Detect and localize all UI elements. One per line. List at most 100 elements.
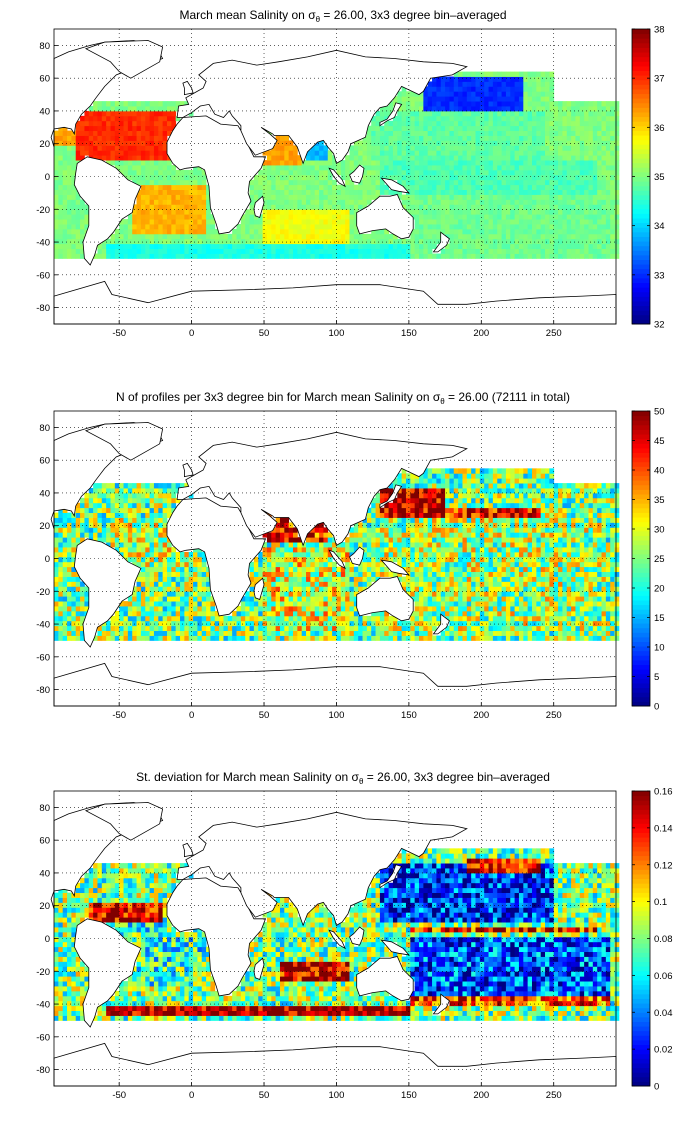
- data-cell: [201, 199, 207, 205]
- data-cell: [575, 165, 581, 171]
- data-cell: [158, 165, 164, 171]
- data-cell: [127, 228, 133, 235]
- data-cell: [171, 253, 177, 259]
- data-cell: [54, 155, 59, 161]
- data-cell: [358, 576, 363, 582]
- data-cell: [136, 591, 142, 597]
- data-cell: [319, 160, 324, 166]
- data-cell: [110, 243, 116, 250]
- data-cell: [445, 586, 450, 592]
- data-cell: [210, 224, 216, 230]
- data-cell: [67, 601, 72, 607]
- colorbar-segment: [632, 254, 650, 260]
- data-cell: [510, 184, 516, 191]
- data-cell: [505, 596, 511, 602]
- data-cell: [423, 610, 429, 617]
- data-cell: [536, 238, 542, 245]
- data-cell: [58, 581, 64, 587]
- data-cell: [279, 155, 285, 161]
- data-cell: [453, 606, 459, 612]
- data-cell: [71, 140, 77, 146]
- data-cell: [201, 601, 207, 607]
- data-cell: [484, 204, 489, 210]
- data-cell: [71, 174, 77, 181]
- y-tick-label: 0: [45, 172, 50, 183]
- data-cell: [579, 219, 585, 225]
- data-cell: [571, 228, 576, 235]
- data-cell: [553, 625, 559, 632]
- data-cell: [358, 204, 363, 210]
- data-cell: [332, 606, 337, 612]
- data-cell: [162, 140, 168, 146]
- data-cell: [375, 625, 381, 632]
- data-cell: [84, 596, 90, 602]
- data-cell: [523, 228, 529, 235]
- data-cell: [592, 160, 598, 166]
- data-cell: [471, 224, 476, 230]
- data-cell: [610, 248, 615, 254]
- data-cell: [410, 184, 416, 191]
- data-cell: [71, 596, 77, 602]
- data-cell: [462, 238, 468, 245]
- data-cell: [453, 620, 459, 627]
- data-cell: [249, 228, 255, 235]
- data-cell: [266, 620, 272, 627]
- data-cell: [479, 81, 485, 87]
- data-cell: [297, 591, 303, 597]
- colorbar-segment: [632, 296, 650, 302]
- data-cell: [505, 209, 511, 215]
- data-cell: [397, 110, 403, 117]
- data-cell: [566, 106, 572, 112]
- data-cell: [462, 625, 468, 632]
- data-cell: [527, 135, 533, 141]
- data-cell: [227, 615, 233, 622]
- data-cell: [288, 179, 294, 186]
- data-cell: [149, 130, 155, 136]
- data-cell: [575, 635, 581, 641]
- data-cell: [414, 199, 420, 205]
- data-cell: [588, 601, 594, 607]
- data-cell: [353, 591, 359, 597]
- data-cell: [466, 194, 472, 200]
- data-cell: [510, 125, 516, 132]
- data-cell: [566, 184, 572, 191]
- data-cell: [136, 620, 142, 627]
- data-cell: [531, 630, 537, 636]
- data-cell: [349, 620, 355, 627]
- data-cell: [340, 238, 346, 245]
- data-cell: [349, 204, 355, 210]
- data-cell: [301, 591, 307, 597]
- data-cell: [410, 194, 416, 200]
- data-cell: [314, 184, 320, 191]
- data-cell: [427, 615, 433, 622]
- data-cell: [249, 184, 255, 191]
- data-cell: [558, 630, 563, 636]
- data-cell: [249, 630, 255, 636]
- data-cell: [466, 120, 472, 127]
- data-cell: [193, 238, 198, 245]
- data-cell: [184, 214, 190, 220]
- data-cell: [162, 625, 168, 632]
- data-cell: [531, 110, 537, 117]
- colorbar-segment: [632, 153, 650, 159]
- data-cell: [562, 214, 568, 220]
- data-cell: [362, 635, 368, 641]
- data-cell: [540, 248, 546, 254]
- data-cell: [592, 610, 598, 617]
- data-cell: [119, 219, 124, 225]
- data-cell: [71, 204, 77, 210]
- data-cell: [384, 615, 389, 622]
- data-cell: [419, 209, 424, 215]
- data-cell: [379, 165, 385, 171]
- data-cell: [401, 120, 407, 127]
- data-cell: [349, 243, 355, 250]
- data-cell: [358, 194, 363, 200]
- data-cell: [340, 620, 346, 627]
- data-cell: [288, 635, 294, 641]
- data-cell: [258, 189, 263, 195]
- data-cell: [462, 214, 468, 220]
- data-cell: [323, 610, 329, 617]
- data-cell: [379, 615, 385, 622]
- data-cell: [379, 228, 385, 235]
- data-cell: [545, 86, 550, 92]
